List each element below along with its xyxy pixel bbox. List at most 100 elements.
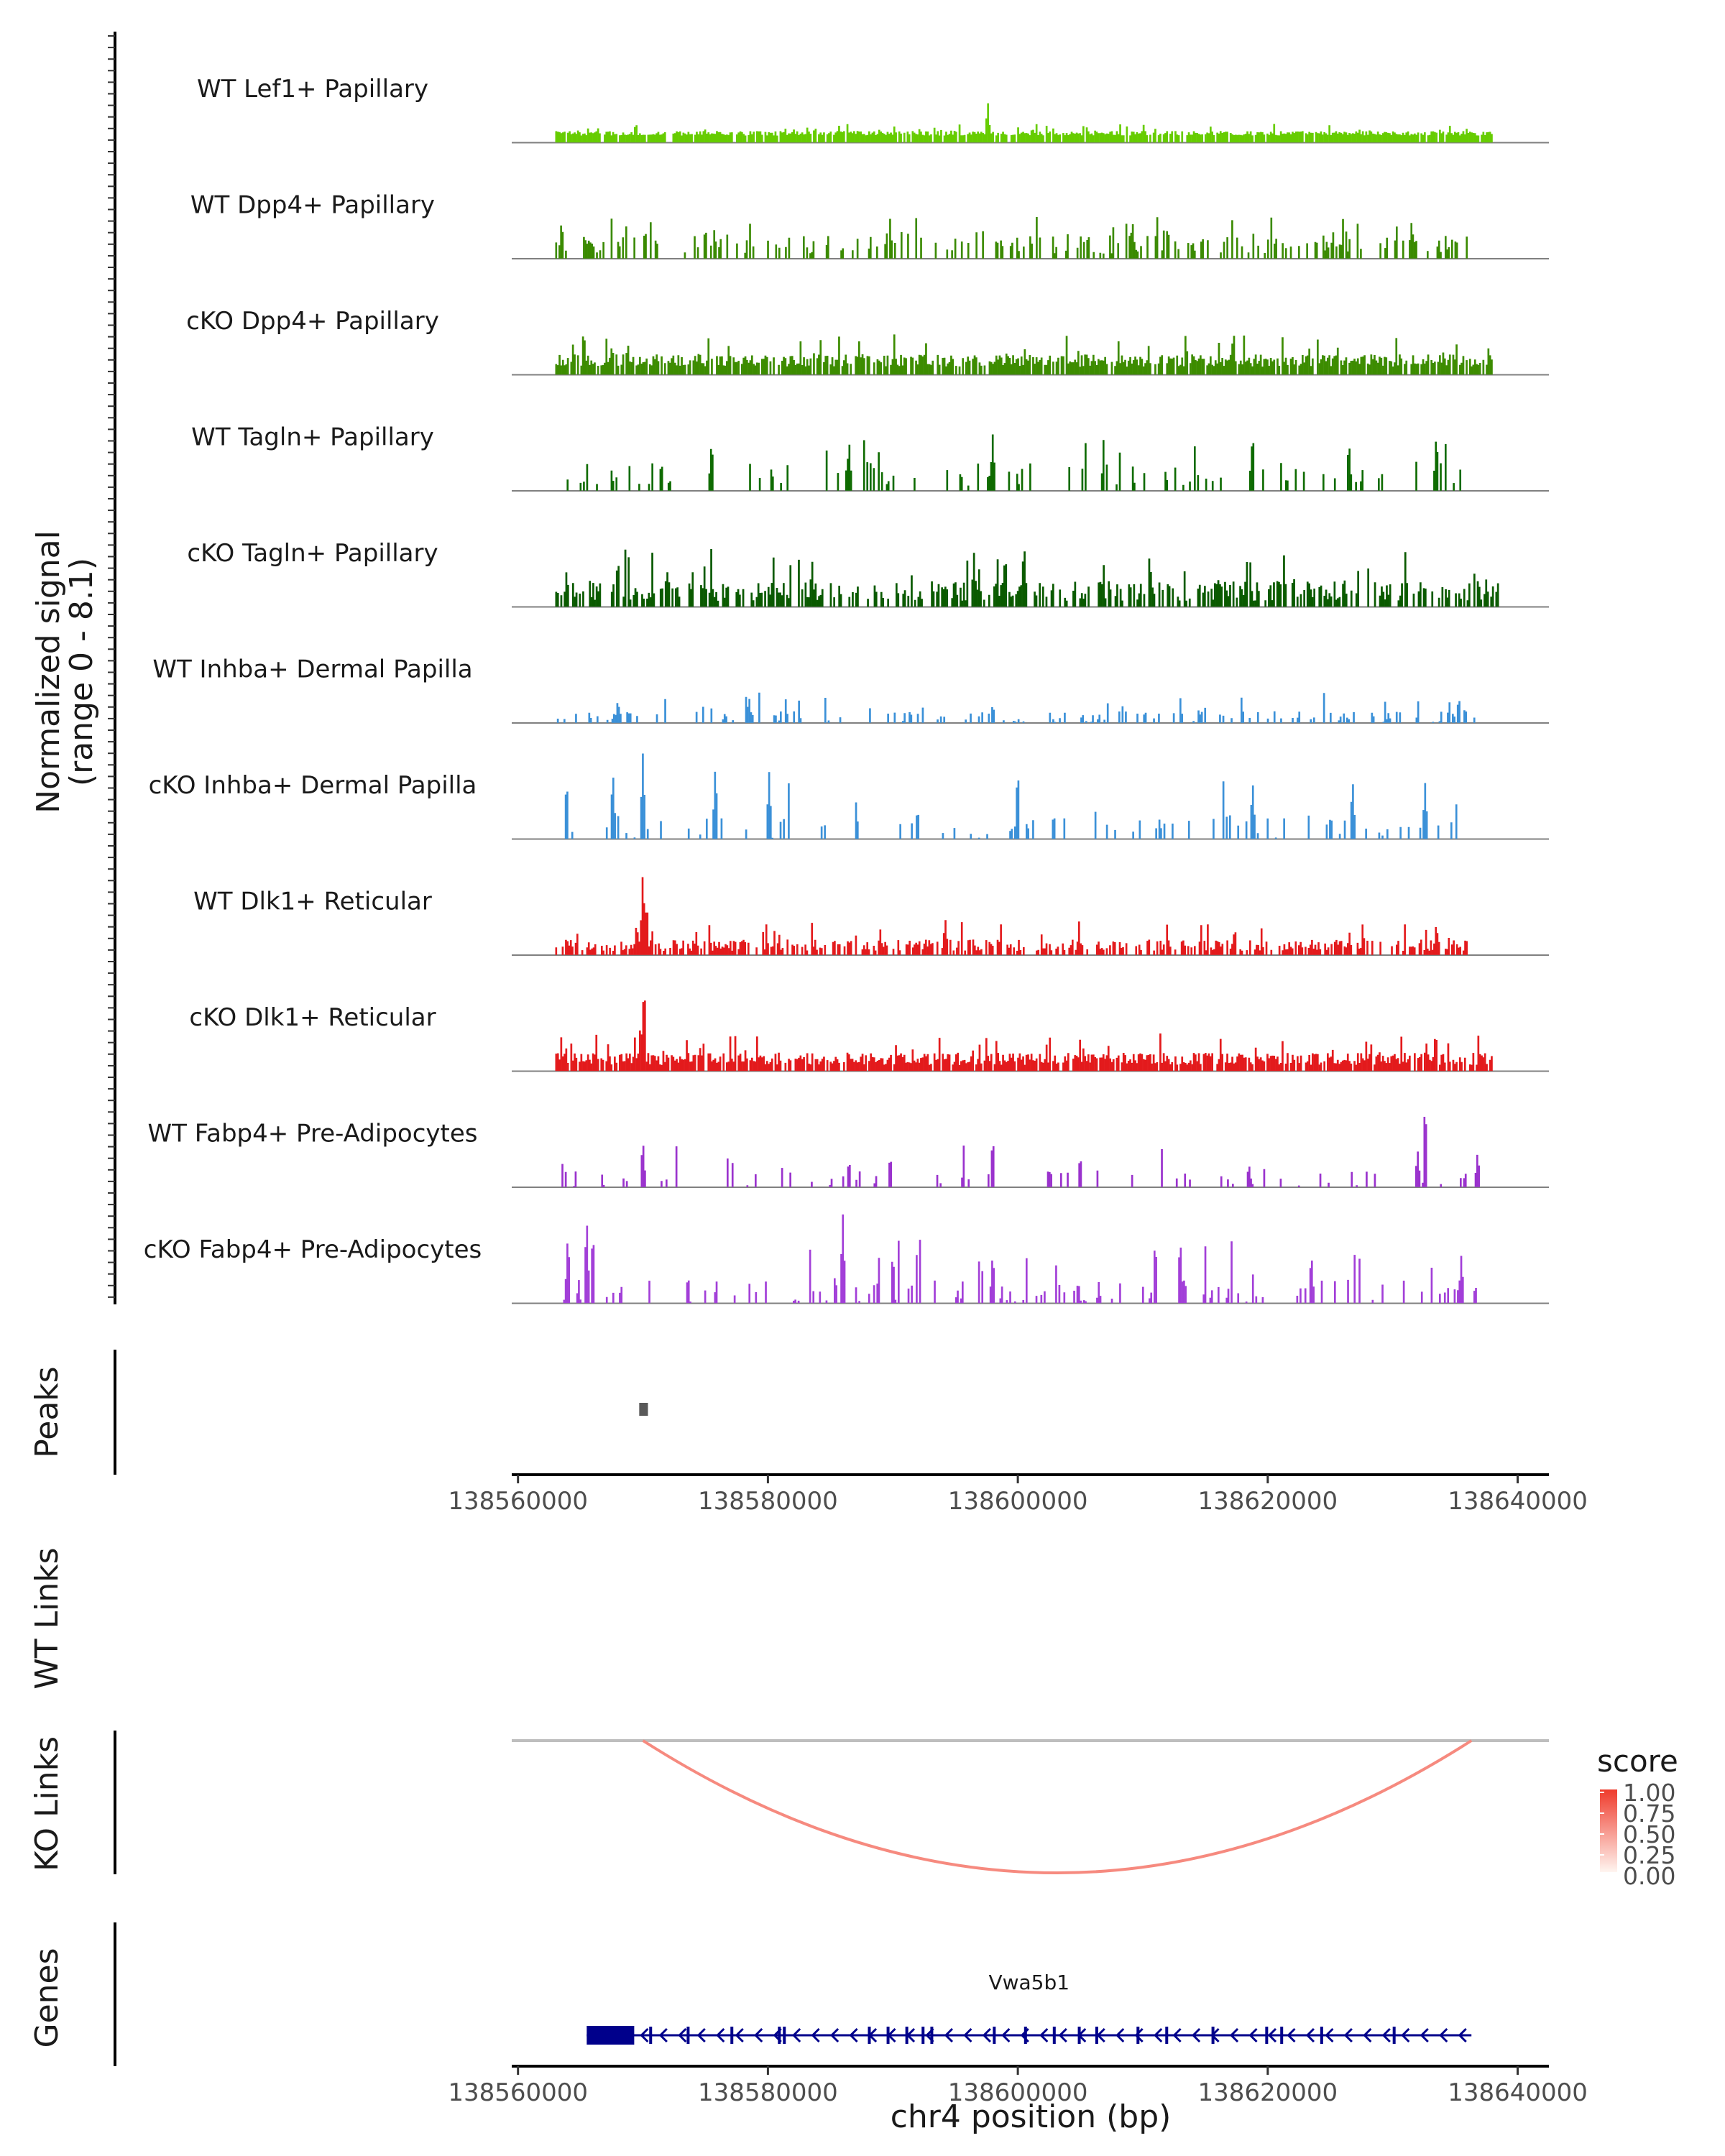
x-axis-top: 138560000 138580000 138600000 138620000 1386… [448,1473,1588,1516]
coverage-signal [564,753,1458,839]
strand-arrow [868,2027,878,2043]
strand-arrow [829,2027,840,2043]
strand-arrow [735,2027,744,2043]
strand-arrow [887,2027,896,2043]
x-tick-label: 138640000 [1448,1487,1588,1516]
legend-tick-label: 0.00 [1623,1862,1675,1890]
strand-arrow [1116,2027,1125,2043]
legend-tick-label: 0.50 [1623,1820,1675,1848]
coverage-track: cKO Dlk1+ Reticular [189,1000,1549,1072]
coverage-signal [555,334,1493,375]
strand-arrow [1229,2027,1239,2043]
coverage-signal [555,877,1468,955]
track-label: cKO Tagln+ Papillary [187,539,438,568]
gene-exon [993,2027,996,2044]
coverage-signal [555,1000,1493,1072]
gene-exon [1024,2027,1027,2044]
strand-arrow [1267,2027,1277,2043]
strand-arrow [1001,2027,1011,2043]
coverage-y-axis-title-line1: Normalized signal [30,530,67,814]
ko-links-track-label: KO Links [29,1736,65,1871]
x-tick-label: 138620000 [1197,1487,1338,1516]
strand-arrow [792,2027,801,2043]
legend-tick-label: 1.00 [1623,1779,1675,1807]
coverage-track: WT Inhba+ Dermal Papilla [152,655,1549,724]
strand-arrow [811,2027,820,2043]
strand-arrow [1096,2027,1105,2043]
genes-track: Vwa5b1 [586,1971,1472,2045]
gene-exon [1052,2027,1056,2044]
coverage-signal [566,434,1462,491]
strand-arrow [658,2027,668,2043]
coverage-track: cKO Dpp4+ Papillary [186,307,1549,376]
ko-link-arc [642,1739,1473,1874]
strand-arrow [1401,2027,1410,2043]
coverage-y-ticks [108,35,115,1298]
coverage-track: WT Dlk1+ Reticular [193,877,1549,956]
strand-arrow [849,2027,858,2043]
strand-arrow [1020,2027,1029,2043]
ko-links-arcs [642,1739,1473,1874]
gene-utr-block [586,2026,635,2045]
strand-arrow [1039,2027,1049,2043]
coverage-signal [555,549,1499,607]
gene-exon [730,2027,734,2044]
strand-arrow [1210,2027,1220,2043]
coverage-track: WT Tagln+ Papillary [191,423,1549,492]
strand-arrow [1134,2027,1144,2043]
gene-name-label: Vwa5b1 [988,1971,1070,1994]
gene-exon [1392,2027,1396,2044]
track-label: WT Dlk1+ Reticular [193,888,432,916]
strand-arrow [773,2027,782,2043]
track-label: WT Tagln+ Papillary [191,423,434,452]
coverage-signal [556,692,1476,723]
score-legend-title: score [1597,1743,1678,1779]
x-axis-title: chr4 position (bp) [891,2099,1172,2135]
strand-arrow [1439,2027,1448,2043]
coverage-signal [563,1214,1477,1304]
coverage-track: WT Lef1+ Papillary [197,75,1549,144]
coverage-track: cKO Inhba+ Dermal Papilla [149,753,1549,840]
strand-arrow [1363,2027,1372,2043]
gene-exon [921,2027,925,2044]
strand-arrow [716,2027,725,2043]
wt-links-track-label: WT Links [29,1547,65,1689]
track-label: cKO Inhba+ Dermal Papilla [149,771,477,800]
strand-arrow [640,2027,649,2043]
coverage-track: cKO Tagln+ Papillary [187,539,1549,608]
gene-exon [778,2027,781,2044]
coverage-track: cKO Fabp4+ Pre-Adipocytes [144,1214,1549,1304]
coverage-signal [561,1117,1480,1187]
x-tick-label: 138600000 [948,1487,1088,1516]
score-legend-ticks: 1.000.750.500.250.00 [1600,1779,1675,1890]
x-axis-bottom: 138560000 138580000 138600000 138620000 1386… [448,2065,1588,2107]
legend-tick-label: 0.25 [1623,1841,1675,1869]
coverage-track: WT Dpp4+ Papillary [190,191,1549,259]
peaks-track [639,1403,648,1416]
strand-arrow [678,2027,687,2043]
score-legend-colorbar [1600,1789,1617,1872]
track-label: WT Inhba+ Dermal Papilla [152,655,472,684]
genes-track-label: Genes [29,1948,65,2047]
gene-exon [1165,2027,1169,2044]
gene-exon [1136,2027,1140,2044]
strand-arrow [1191,2027,1201,2043]
legend-tick-label: 0.75 [1623,1800,1675,1828]
gene-exon [930,2027,934,2044]
strand-arrow [906,2027,916,2043]
track-label: cKO Dpp4+ Papillary [186,307,439,336]
strand-arrow [696,2027,706,2043]
coverage-signal [555,103,1493,143]
strand-arrow [1325,2027,1334,2043]
track-label: WT Lef1+ Papillary [197,75,428,103]
strand-arrow [1077,2027,1087,2043]
coverage-y-axis [108,32,116,1304]
strand-arrow [1172,2027,1182,2043]
strand-arrow [1343,2027,1353,2043]
strand-arrow [1154,2027,1163,2043]
coverage-tracks: WT Lef1+ Papillary WT Dpp4+ Papillary cKO … [144,75,1549,1304]
gene-exon [1265,2027,1269,2044]
strand-arrow [963,2027,972,2043]
x-tick-label: 138560000 [448,2078,588,2107]
